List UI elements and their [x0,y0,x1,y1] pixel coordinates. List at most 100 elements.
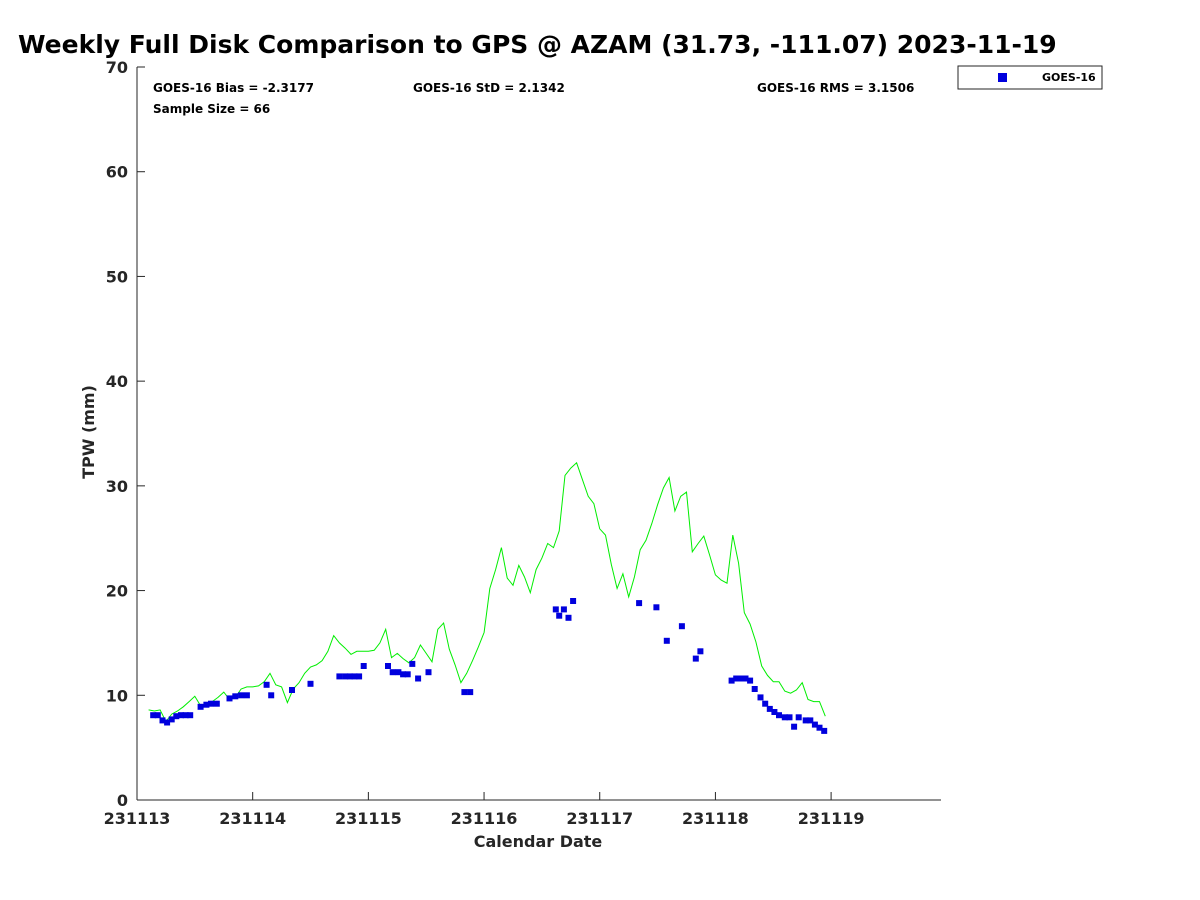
goes16-point [811,721,818,728]
gps-series [148,461,826,723]
goes16-point [351,673,358,680]
goes16-point [182,712,189,719]
goes16-point [807,717,814,724]
y-tick-label: 40 [106,372,128,391]
gps-line [148,461,826,723]
y-tick-label: 50 [106,267,128,286]
goes16-point [678,623,685,630]
x-tick-label: 231117 [566,809,633,828]
goes16-point [360,663,367,669]
goes16-point [197,703,204,710]
rms-annotation: GOES-16 RMS = 3.1506 [757,81,914,95]
goes16-point [263,681,270,688]
goes16-point [385,663,391,669]
goes16-point [697,648,704,655]
goes16-point [791,723,798,730]
legend-label-goes16: GOES-16 [1042,71,1096,84]
goes16-point [208,700,214,707]
legend-box [957,65,1103,90]
goes16-point [821,727,828,734]
x-tick-label: 231115 [335,809,402,828]
goes16-point [771,709,778,715]
goes16-point [692,655,699,662]
goes16-point [336,673,343,680]
goes16-point [762,700,769,707]
goes16-point [552,606,559,613]
goes16-point [747,677,754,684]
goes16-point [409,660,416,667]
goes16-point [342,673,349,680]
goes16-point [795,714,802,721]
y-tick-label: 70 [106,58,128,77]
y-axis-title: TPW (mm) [79,385,98,479]
std-annotation: GOES-16 StD = 2.1342 [413,81,565,95]
x-tick-label: 231119 [798,809,865,828]
y-tick-label: 20 [106,582,128,601]
goes16-point [232,693,239,700]
goes16-point [213,700,220,707]
goes16-point [560,606,567,613]
goes16-point [570,598,577,604]
goes16-point [653,604,660,611]
goes16-point [307,680,314,687]
legend: GOES-16 [957,65,1103,90]
x-tick-label: 231118 [682,809,749,828]
goes16-point [203,701,210,708]
goes16-point [415,675,422,682]
chart-title: Weekly Full Disk Comparison to GPS @ AZA… [18,30,1057,59]
goes16-point [173,713,180,720]
goes16-point [346,673,353,680]
goes16-point [733,675,740,682]
x-axis-title: Calendar Date [474,832,603,851]
goes16-point [663,637,670,644]
goes16-point [154,712,161,719]
goes16-point [757,694,764,701]
bias-annotation: GOES-16 Bias = -2.3177 [153,81,314,95]
goes16-point [816,724,823,731]
goes16-point [737,675,744,682]
y-tick-label: 0 [117,791,128,810]
axes: 0 10 20 30 40 50 60 70 231113 231114 231115 231116 2… [104,58,941,828]
goes16-point [164,719,171,726]
goes16-point [766,705,773,712]
goes16-point [461,689,468,696]
goes16-point [268,692,275,699]
goes16-point [467,689,474,696]
goes16-point [781,714,788,721]
goes16-point [168,716,175,723]
goes16-point [776,712,782,719]
y-tick-label: 60 [106,163,128,182]
goes16-point [404,671,411,678]
goes16-point [178,712,184,719]
goes16-point [395,669,402,676]
goes16-point [159,717,166,724]
goes16-point [425,669,432,676]
stats-annotations: GOES-16 Bias = -2.3177 GOES-16 StD = 2.1… [153,81,914,116]
goes16-point [226,695,233,702]
goes16-point [400,671,407,678]
goes16-point [243,692,250,699]
goes16-point [150,712,157,719]
goes16-point [565,614,572,621]
goes16-point [289,687,295,693]
goes16-point [728,677,735,684]
goes16-point [802,717,809,724]
y-tick-label: 30 [106,477,128,496]
x-tick-label: 231116 [451,809,518,828]
goes16-point [786,714,793,721]
x-tick-label: 231113 [104,809,171,828]
goes16-point [187,712,194,719]
goes16-point [556,612,563,619]
goes16-point [742,675,749,682]
goes16-point [751,686,758,692]
goes16-series [150,598,828,734]
goes16-point [238,692,245,699]
legend-marker-goes16 [998,73,1007,82]
sample-size-annotation: Sample Size = 66 [153,102,270,116]
goes16-point [389,669,396,676]
y-tick-label: 10 [106,686,128,705]
goes16-point [636,600,643,607]
x-tick-label: 231114 [219,809,286,828]
goes16-point [356,673,363,680]
